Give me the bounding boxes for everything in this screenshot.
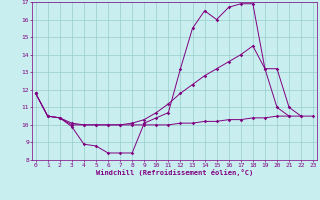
X-axis label: Windchill (Refroidissement éolien,°C): Windchill (Refroidissement éolien,°C) — [96, 169, 253, 176]
